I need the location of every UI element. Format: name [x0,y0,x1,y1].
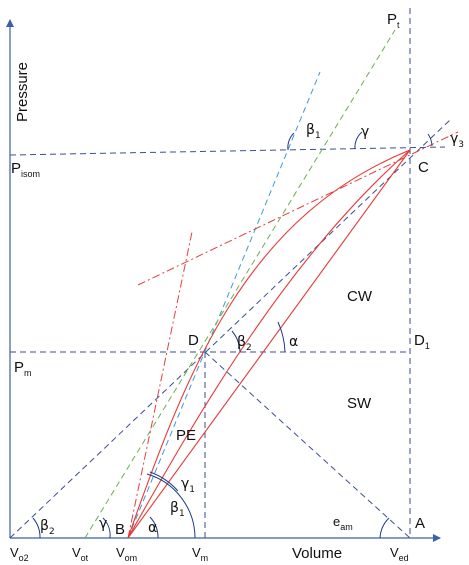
x-axis-label: Volume [292,545,342,562]
arc-eam [379,517,390,539]
line-green [84,29,396,539]
p-m-label: Pm [14,359,32,378]
region-cw-label: CW [347,288,373,305]
line-pisom-horizontal [9,146,446,156]
line-red-dashdot-steep [127,231,193,539]
line-red-b-c [127,149,411,539]
region-sw-label: SW [347,395,372,412]
angle-beta2-left-label: β2 [40,518,55,537]
p-isom-label: Pisom [11,160,40,179]
angle-alpha-d-label: α [289,334,298,350]
line-vo2-d-c [9,119,451,539]
angle-eam-label: eam [333,514,353,532]
region-pe-label: PE [176,427,196,444]
arc-gamma-left [102,517,111,539]
arc-gamma1-b [149,471,179,492]
arc-beta1-top [287,132,295,151]
curve-red-upper [127,149,411,539]
angle-gamma-left-label: γ [99,516,107,532]
v-om-label: Vom [116,545,137,563]
angle-beta1-top-label: β1 [306,122,321,141]
point-d-label: D [188,332,199,349]
point-c-label: C [418,159,429,176]
angle-gamma-top-label: γ [361,124,369,140]
arc-gamma3 [427,133,433,147]
point-d1-label: D1 [414,332,430,351]
arc-beta2-d [231,330,241,353]
angle-beta1-b-label: β1 [170,500,185,519]
v-ed-label: Ved [390,545,409,563]
angle-alpha-b-label: α [148,520,157,536]
v-m-label: Vm [192,545,208,563]
angle-beta2-d-label: β2 [237,334,252,353]
line-blue-steep [127,71,321,539]
point-b-label: B [115,521,125,538]
arc-beta2-left [32,517,41,539]
arc-gamma-top [354,131,363,150]
arc-alpha-b [149,516,159,539]
angle-gamma3-label: γ3 [450,131,464,150]
arc-beta1-b [146,473,196,539]
line-d-a [204,351,411,539]
v-o2-label: Vo2 [10,545,29,563]
y-axis-label: Pressure [14,62,31,122]
angle-gamma1-b-label: γ1 [181,476,195,495]
point-a-label: A [415,515,425,532]
v-ot-label: Vot [72,545,89,563]
p-t-label: Pt [387,11,400,30]
arc-alpha-d [277,321,286,353]
curve-red-lower [127,149,411,539]
